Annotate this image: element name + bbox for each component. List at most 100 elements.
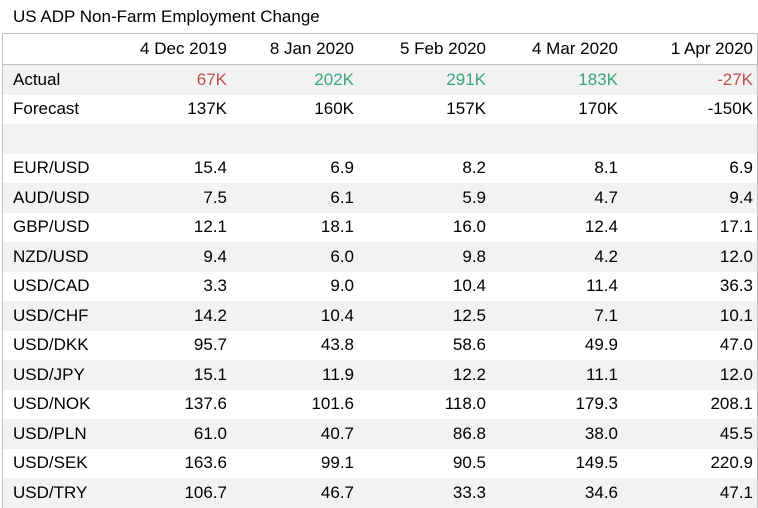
pair-value: 118.0 [444, 394, 486, 414]
pair-value: 11.9 [322, 364, 354, 384]
forecast-value: 137K [187, 99, 227, 119]
pair-value: 6.9 [330, 158, 354, 178]
pair-value: 12.0 [719, 246, 753, 266]
pair-label: USD/TRY [13, 482, 88, 502]
pair-value: 101.6 [311, 394, 354, 414]
currency-pair-rows: EUR/USD 15.4 6.9 8.2 8.1 6.9 AUD/USD 7.5 6.1 5.9 4… [3, 154, 757, 508]
table-row: USD/NOK 137.6 101.6 118.0 179.3 208.1 [3, 390, 757, 420]
pair-value: 106.7 [184, 482, 227, 502]
table-row: USD/DKK 95.7 43.8 58.6 49.9 47.0 [3, 331, 757, 361]
table-row: AUD/USD 7.5 6.1 5.9 4.7 9.4 [3, 183, 757, 213]
pair-value: 38.0 [584, 423, 618, 443]
pair-value: 9.4 [729, 187, 753, 207]
forecast-value: 157K [446, 99, 486, 119]
column-header: 5 Feb 2020 [399, 39, 486, 58]
table-row: EUR/USD 15.4 6.9 8.2 8.1 6.9 [3, 154, 757, 184]
actual-value: 183K [578, 69, 618, 89]
pair-value: 10.1 [719, 305, 753, 325]
pair-value: 17.1 [719, 217, 753, 237]
table-row: USD/CAD 3.3 9.0 10.4 11.4 36.3 [3, 272, 757, 302]
pair-value: 8.1 [594, 158, 618, 178]
pair-value: 9.8 [462, 246, 486, 266]
pair-value: 36.3 [719, 276, 753, 296]
table-row: USD/CHF 14.2 10.4 12.5 7.1 10.1 [3, 301, 757, 331]
pair-value: 6.0 [330, 246, 354, 266]
pair-label: USD/SEK [13, 453, 88, 473]
pair-value: 208.1 [710, 394, 753, 414]
pair-value: 12.4 [584, 217, 618, 237]
pair-label: USD/PLN [13, 423, 87, 443]
forecast-value: 160K [314, 99, 354, 119]
table-row: NZD/USD 9.4 6.0 9.8 4.2 12.0 [3, 242, 757, 272]
pair-value: 8.2 [462, 158, 486, 178]
column-header: 4 Dec 2019 [140, 39, 227, 58]
pair-value: 15.4 [193, 158, 227, 178]
pair-value: 220.9 [710, 453, 753, 473]
pair-value: 34.6 [584, 482, 618, 502]
pair-value: 137.6 [184, 394, 227, 414]
pair-value: 11.1 [586, 364, 618, 384]
pair-label: EUR/USD [13, 158, 90, 178]
actual-value: 291K [446, 69, 486, 89]
pair-value: 9.0 [330, 276, 354, 296]
pair-value: 12.2 [452, 364, 486, 384]
pair-value: 10.4 [320, 305, 354, 325]
pair-value: 12.1 [193, 217, 227, 237]
forecast-value: -150K [707, 99, 753, 119]
pair-value: 163.6 [184, 453, 227, 473]
pair-value: 45.5 [719, 423, 753, 443]
pair-value: 99.1 [320, 453, 354, 473]
pair-value: 12.0 [719, 364, 753, 384]
data-table: 4 Dec 2019 8 Jan 2020 5 Feb 2020 4 Mar 2… [2, 33, 758, 508]
pair-value: 90.5 [452, 453, 486, 473]
pair-label: USD/NOK [13, 394, 91, 414]
pair-value: 47.0 [719, 335, 753, 355]
pair-value: 16.0 [452, 217, 486, 237]
pair-value: 14.2 [193, 305, 227, 325]
pair-value: 61.0 [193, 423, 227, 443]
actual-row: Actual 67K 202K 291K 183K -27K [3, 65, 757, 95]
pair-value: 9.4 [203, 246, 227, 266]
column-header: 8 Jan 2020 [269, 39, 354, 58]
pair-label: NZD/USD [13, 246, 89, 266]
pair-value: 7.1 [594, 305, 618, 325]
column-header: 1 Apr 2020 [670, 39, 753, 58]
pair-value: 6.9 [729, 158, 753, 178]
table-row: USD/JPY 15.1 11.9 12.2 11.1 12.0 [3, 360, 757, 390]
forecast-value: 170K [578, 99, 618, 119]
pair-value: 3.3 [203, 276, 227, 296]
actual-value: 67K [196, 69, 227, 89]
pair-value: 6.1 [330, 187, 354, 207]
pair-value: 49.9 [584, 335, 618, 355]
pair-value: 47.1 [719, 482, 753, 502]
pair-value: 179.3 [575, 394, 618, 414]
pair-label: GBP/USD [13, 217, 90, 237]
pair-value: 7.5 [203, 187, 227, 207]
pair-value: 15.1 [193, 364, 227, 384]
table-title: US ADP Non-Farm Employment Change [13, 7, 320, 26]
table-row: GBP/USD 12.1 18.1 16.0 12.4 17.1 [3, 213, 757, 243]
pair-value: 11.4 [586, 276, 618, 296]
pair-value: 4.7 [594, 187, 618, 207]
pair-value: 95.7 [193, 335, 227, 355]
row-label: Forecast [13, 99, 80, 119]
table-row: USD/PLN 61.0 40.7 86.8 38.0 45.5 [3, 419, 757, 449]
row-label: Actual [13, 69, 61, 89]
pair-label: USD/DKK [13, 335, 89, 355]
pair-value: 5.9 [462, 187, 486, 207]
actual-value: 202K [314, 69, 354, 89]
table-row: USD/SEK 163.6 99.1 90.5 149.5 220.9 [3, 449, 757, 479]
pair-label: USD/CHF [13, 305, 89, 325]
pair-label: USD/CAD [13, 276, 90, 296]
pair-value: 10.4 [452, 276, 486, 296]
pair-value: 12.5 [452, 305, 486, 325]
pair-value: 33.3 [452, 482, 486, 502]
pair-label: USD/JPY [13, 364, 85, 384]
header-row: 4 Dec 2019 8 Jan 2020 5 Feb 2020 4 Mar 2… [3, 34, 757, 65]
pair-value: 40.7 [320, 423, 354, 443]
pair-value: 86.8 [452, 423, 486, 443]
pair-value: 58.6 [452, 335, 486, 355]
spacer-row [3, 124, 757, 154]
actual-value: -27K [717, 69, 753, 89]
pair-value: 43.8 [320, 335, 354, 355]
